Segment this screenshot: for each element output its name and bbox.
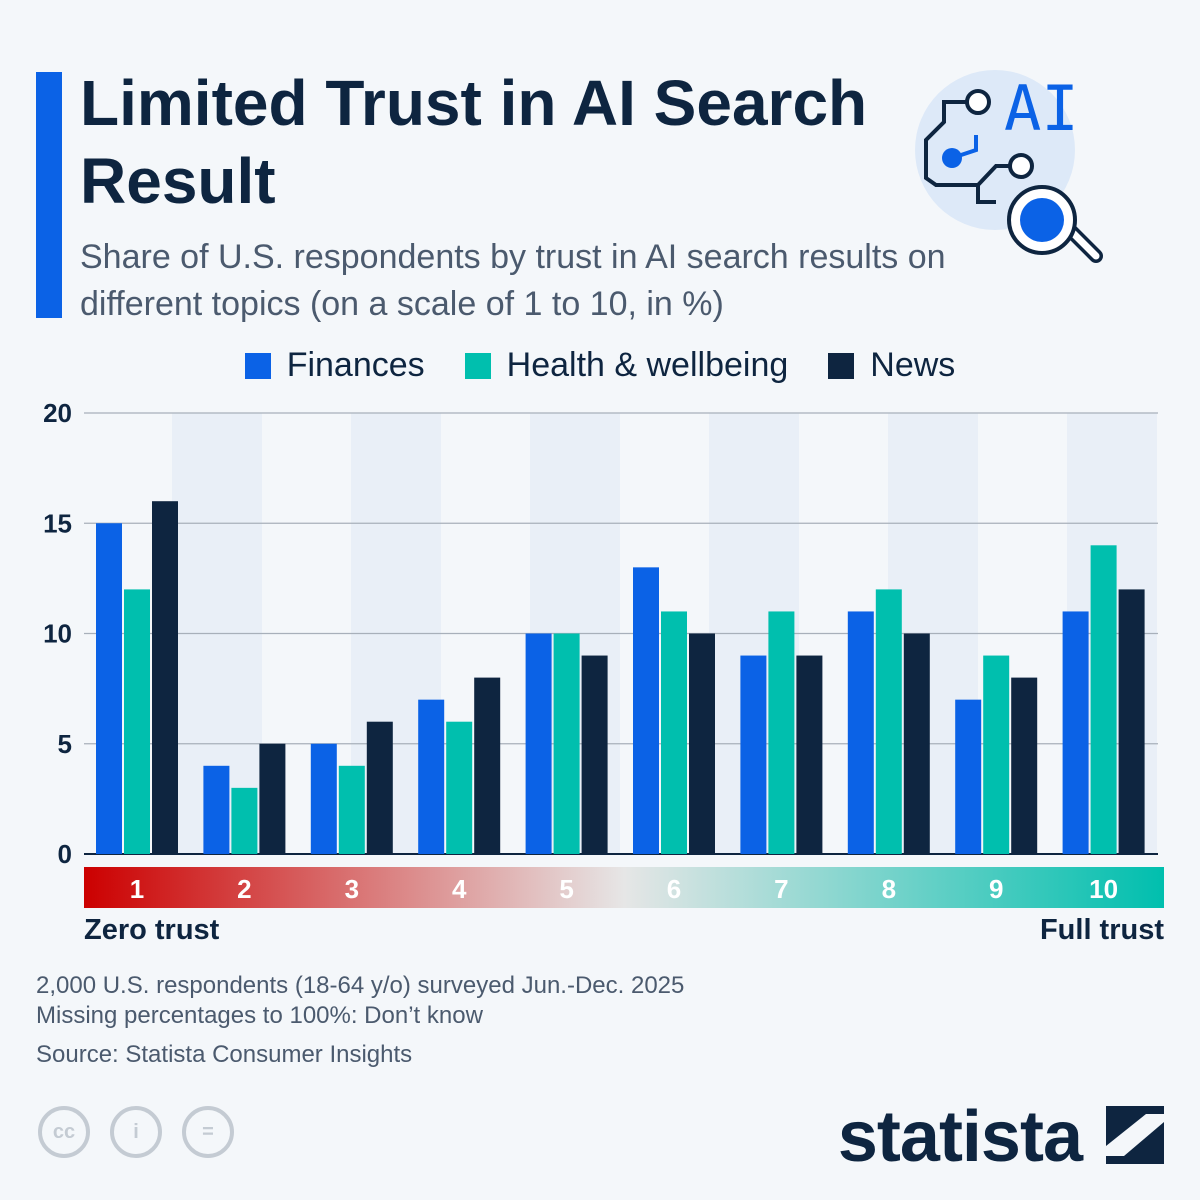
source-note: Source: Statista Consumer Insights xyxy=(36,1041,413,1068)
bar-finances-10[interactable] xyxy=(1062,611,1089,854)
bar-news-2[interactable] xyxy=(259,743,286,854)
ai-search-illustration-icon: AI xyxy=(915,70,1103,263)
x-tick-label: 1 xyxy=(130,874,144,904)
bar-finances-8[interactable] xyxy=(847,611,874,854)
bar-health-wellbeing-6[interactable] xyxy=(661,611,687,854)
x-tick-label: 7 xyxy=(774,874,788,904)
nd-icon[interactable]: = xyxy=(182,1106,234,1158)
statista-logo[interactable]: statista xyxy=(837,1097,1083,1177)
survey-note: 2,000 U.S. respondents (18-64 y/o) surve… xyxy=(36,972,685,999)
x-tick-label: 6 xyxy=(667,874,681,904)
bar-health-wellbeing-1[interactable] xyxy=(124,589,150,854)
legend-label: Finances xyxy=(286,346,425,384)
x-tick-label: 4 xyxy=(452,874,467,904)
scale-low-label: Zero trust xyxy=(84,914,220,946)
bar-news-7[interactable] xyxy=(796,655,823,854)
missing-note: Missing percentages to 100%: Don’t know xyxy=(36,1002,483,1029)
y-tick-label: 15 xyxy=(43,508,72,538)
bar-health-wellbeing-5[interactable] xyxy=(553,633,580,855)
bar-finances-4[interactable] xyxy=(418,699,445,854)
bar-health-wellbeing-3[interactable] xyxy=(338,765,365,854)
page-title: Limited Trust in AI Search Result xyxy=(80,67,868,217)
bar-news-3[interactable] xyxy=(366,721,393,854)
subtitle: Share of U.S. respondents by trust in AI… xyxy=(80,238,946,323)
legend-item-news: News xyxy=(828,346,955,385)
bar-news-8[interactable] xyxy=(903,633,930,855)
legend-item-health: Health & wellbeing xyxy=(464,346,789,385)
bar-news-5[interactable] xyxy=(581,655,608,854)
bar-chart: 0 5 10 15 20 1 2 3 4 5 6 7 8 9 10 xyxy=(43,398,1164,908)
x-tick-label: 8 xyxy=(882,874,896,904)
accent-bar xyxy=(36,72,62,318)
bar-health-wellbeing-9[interactable] xyxy=(983,655,1010,854)
bar-finances-3[interactable] xyxy=(310,743,337,854)
bar-news-9[interactable] xyxy=(1011,677,1038,854)
x-tick-label: 3 xyxy=(345,874,359,904)
bar-health-wellbeing-7[interactable] xyxy=(768,611,795,854)
legend-label: Health & wellbeing xyxy=(506,346,789,384)
cc-icon[interactable]: cc xyxy=(38,1106,90,1158)
bar-health-wellbeing-2[interactable] xyxy=(231,787,258,854)
by-icon[interactable]: i xyxy=(110,1106,162,1158)
legend-label: News xyxy=(870,346,956,384)
bar-health-wellbeing-10[interactable] xyxy=(1090,545,1117,854)
bar-news-6[interactable] xyxy=(689,633,715,855)
legend-item-finances: Finances xyxy=(244,346,425,385)
trust-scale-bar xyxy=(84,867,1164,908)
y-tick-label: 20 xyxy=(43,398,72,428)
y-tick-label: 0 xyxy=(58,839,72,869)
svg-text:AI: AI xyxy=(1004,72,1079,145)
bar-health-wellbeing-8[interactable] xyxy=(875,589,902,854)
x-tick-label: 10 xyxy=(1089,874,1118,904)
legend: Finances Health & wellbeing News xyxy=(0,346,1200,385)
x-tick-label: 9 xyxy=(989,874,1003,904)
statista-logo-icon xyxy=(1106,1106,1164,1164)
bar-finances-6[interactable] xyxy=(633,567,659,854)
bar-finances-5[interactable] xyxy=(525,633,552,855)
scale-high-label: Full trust xyxy=(1039,914,1164,946)
bar-news-1[interactable] xyxy=(152,501,178,854)
bar-finances-9[interactable] xyxy=(955,699,982,854)
bar-health-wellbeing-4[interactable] xyxy=(446,721,473,854)
bar-finances-2[interactable] xyxy=(203,765,230,854)
bar-news-4[interactable] xyxy=(474,677,501,854)
bar-finances-7[interactable] xyxy=(740,655,767,854)
x-tick-label: 2 xyxy=(237,874,251,904)
x-tick-label: 5 xyxy=(559,874,573,904)
bar-news-10[interactable] xyxy=(1118,589,1145,854)
bar-finances-1[interactable] xyxy=(96,523,122,854)
y-tick-label: 10 xyxy=(43,619,72,649)
y-tick-label: 5 xyxy=(58,729,72,759)
